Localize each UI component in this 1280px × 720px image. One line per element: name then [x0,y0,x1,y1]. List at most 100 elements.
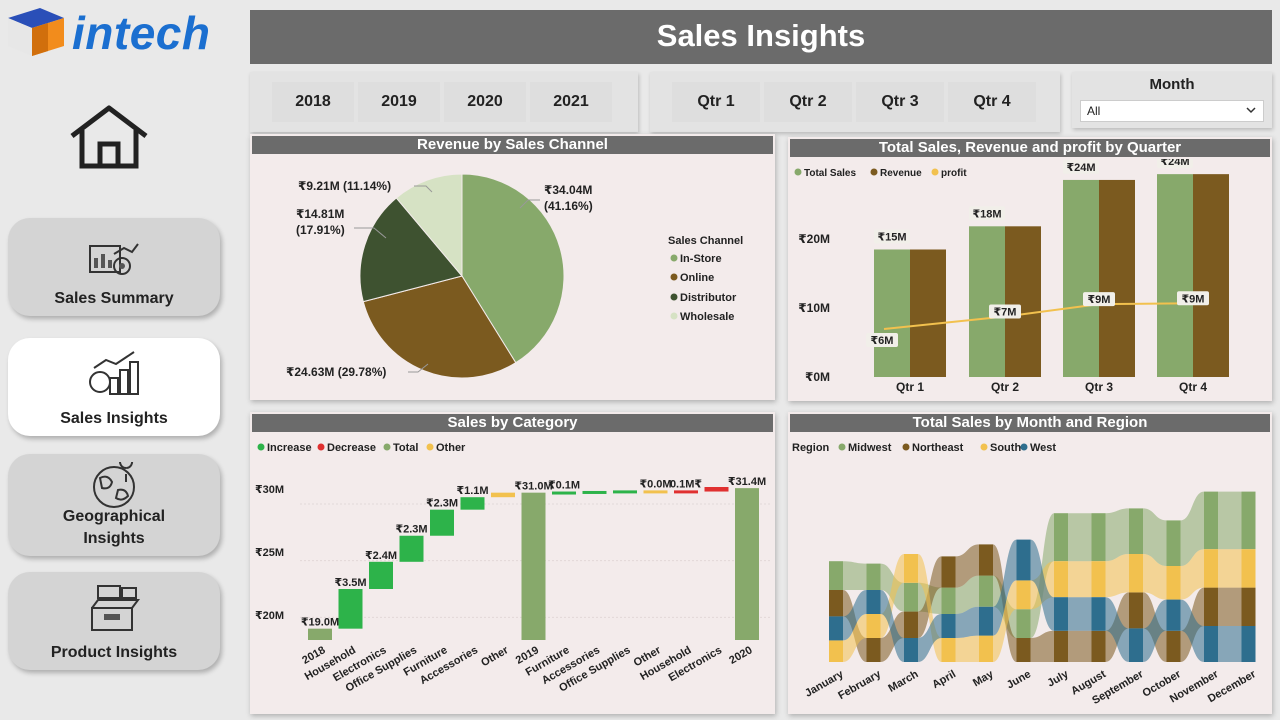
waterfall-bar[interactable] [338,589,363,629]
waterfall-bar[interactable] [613,490,637,494]
month-dropdown[interactable]: All [1080,100,1264,122]
ribbon-band [1068,513,1092,562]
waterfall-bar[interactable] [430,509,454,536]
ribbon-bar[interactable] [1241,491,1256,550]
ribbon-bar[interactable] [866,614,881,638]
ribbon-bar[interactable] [1054,597,1068,631]
waterfall-bar[interactable] [704,487,729,492]
bar-total-sales[interactable] [1063,179,1099,377]
legend-swatch [670,273,678,281]
ribbon-bar[interactable] [1204,491,1218,550]
pie-slice[interactable] [461,173,565,364]
x-tick: Qtr 3 [1085,380,1113,394]
ribbon-bar[interactable] [829,590,843,617]
ribbon-bar[interactable] [1166,520,1181,566]
ribbon-bar[interactable] [1166,566,1181,600]
waterfall-bar[interactable] [460,497,485,510]
ribbon-bar[interactable] [1204,549,1218,588]
ribbon-bar[interactable] [1129,628,1143,662]
ribbon-bar[interactable] [904,611,918,638]
ribbon-bar[interactable] [979,606,993,636]
bar-total-sales[interactable] [874,249,910,377]
ribbon-bar[interactable] [1166,599,1181,631]
ribbon-bar[interactable] [904,554,918,583]
waterfall-bar[interactable] [369,561,393,589]
ribbon-bar[interactable] [866,590,881,614]
quarter-option[interactable]: Qtr 4 [948,82,1036,122]
quarter-option[interactable]: Qtr 2 [764,82,852,122]
waterfall-bar[interactable] [674,490,698,494]
bar-revenue[interactable] [1099,179,1135,377]
ribbon-bar[interactable] [1204,626,1218,662]
ribbon-bar[interactable] [1091,513,1106,562]
ribbon-bar[interactable] [941,587,956,614]
legend-item: Northeast [912,442,964,454]
waterfall-bar[interactable] [399,535,424,562]
ribbon-bar[interactable] [1054,630,1068,662]
data-label: ₹6M [871,335,894,347]
ribbon-bar[interactable] [941,614,956,638]
bar-revenue[interactable] [910,249,946,377]
pie-slice[interactable] [362,275,517,379]
ribbon-bar[interactable] [1091,597,1106,631]
waterfall-bar[interactable] [308,628,332,640]
ribbon-bar[interactable] [1129,592,1143,629]
ribbon-bar[interactable] [1091,561,1106,598]
ribbon-bar[interactable] [1016,609,1031,638]
data-label-bg [1083,292,1115,307]
quarter-option[interactable]: Qtr 1 [672,82,760,122]
bar-total-sales[interactable] [969,226,1005,377]
ribbon-band [1180,491,1204,566]
ribbon-bar[interactable] [1241,626,1256,662]
ribbon-bar[interactable] [866,563,881,590]
month-title: Month [1149,76,1195,93]
year-option[interactable]: 2020 [444,82,526,122]
home-icon[interactable] [68,104,150,170]
ribbon-bar[interactable] [1241,549,1256,588]
bar-revenue[interactable] [1193,174,1229,377]
waterfall-bar[interactable] [643,490,668,494]
waterfall-bar[interactable] [552,491,576,495]
year-option[interactable]: 2021 [530,82,612,122]
ribbon-bar[interactable] [829,640,843,662]
ribbon-bar[interactable] [904,638,918,662]
ribbon-bar[interactable] [904,582,918,612]
ribbon-bar[interactable] [979,635,993,662]
chevron-down-icon [1246,107,1256,114]
bar-total-sales[interactable] [1157,174,1193,377]
waterfall-bar[interactable] [582,490,607,494]
nav-sales-summary[interactable]: Sales Summary [8,218,220,316]
nav-geographical-insights[interactable]: Geographical Insights [8,454,220,556]
ribbon-bar[interactable] [941,638,956,662]
ribbon-bar[interactable] [1054,513,1068,562]
nav-product-insights[interactable]: Product Insights [8,572,220,670]
ribbon-bar[interactable] [1091,630,1106,662]
ribbon-bar[interactable] [979,575,993,607]
ribbon-bar[interactable] [1129,508,1143,554]
ribbon-bar[interactable] [1016,539,1031,581]
ribbon-bar[interactable] [1204,587,1218,626]
ribbon-bar[interactable] [1129,554,1143,593]
waterfall-bar[interactable] [521,492,546,640]
ribbon-bar[interactable] [866,638,881,662]
bar-revenue[interactable] [1005,226,1041,377]
pie-slice[interactable] [395,173,463,278]
ribbon-bar[interactable] [1166,630,1181,662]
ribbon-bar[interactable] [829,616,843,641]
year-option[interactable]: 2018 [272,82,354,122]
year-option[interactable]: 2019 [358,82,440,122]
ribbon-bar[interactable] [1016,638,1031,662]
ribbon-bar[interactable] [1016,580,1031,610]
ribbon-bar[interactable] [829,561,843,590]
ribbon-bar[interactable] [1054,561,1068,598]
chart-title: Revenue by Sales Channel [252,136,773,154]
ribbon-bar[interactable] [941,556,956,588]
quarter-option[interactable]: Qtr 3 [856,82,944,122]
ribbon-band [1180,599,1204,662]
pie-slice[interactable] [359,197,463,303]
waterfall-bar[interactable] [735,488,759,640]
ribbon-bar[interactable] [1241,587,1256,626]
ribbon-bar[interactable] [979,544,993,576]
nav-sales-insights[interactable]: Sales Insights [8,338,220,436]
waterfall-bar[interactable] [491,492,515,498]
